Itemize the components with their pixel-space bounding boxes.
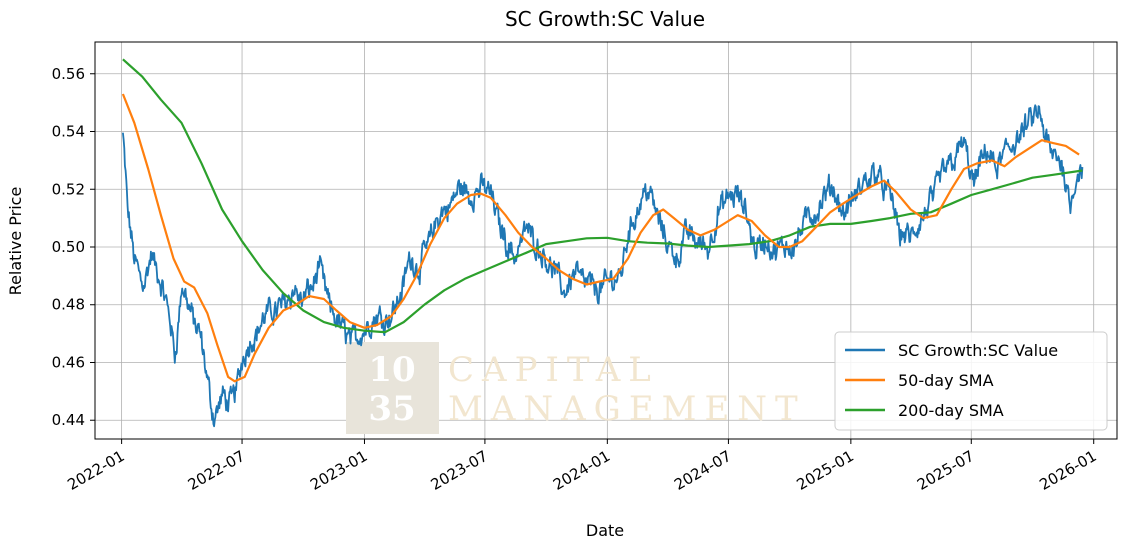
y-axis: 0.44 0.46 0.48 0.50 0.52 0.54 0.56 [52, 65, 95, 429]
chart-title: SC Growth:SC Value [505, 7, 705, 31]
series-line-50-day-sma [121, 93, 1080, 383]
series-layer [121, 58, 1084, 428]
y-tick-label: 0.56 [52, 65, 85, 83]
legend: SC Growth:SC Value 50-day SMA 200-day SM… [834, 331, 1108, 431]
y-tick-label: 0.46 [52, 353, 85, 371]
y-tick-label: 0.50 [52, 238, 85, 256]
legend-label-200-day-sma: 200-day SMA [898, 401, 1004, 420]
y-tick-label: 0.48 [52, 296, 85, 314]
watermark-line1: CAPITAL [448, 350, 659, 390]
legend-label-sc-growth: SC Growth:SC Value [898, 341, 1058, 360]
watermark-logo: 10 35 CAPITAL MANAGEMENT [346, 342, 806, 434]
y-axis-label: Relative Price [6, 187, 25, 296]
y-tick-label: 0.52 [52, 180, 85, 198]
legend-box [834, 331, 1108, 431]
legend-label-50-day-sma: 50-day SMA [898, 371, 994, 390]
watermark-number-bottom: 35 [368, 389, 415, 429]
y-tick-label: 0.44 [52, 411, 85, 429]
watermark-number-top: 10 [368, 350, 415, 390]
watermark-line2: MANAGEMENT [448, 389, 806, 429]
x-axis-label: Date [586, 521, 624, 540]
y-tick-label: 0.54 [52, 123, 85, 141]
watermark-box [346, 342, 439, 434]
series-line-200-day-sma [122, 58, 1083, 334]
plot-frame [94, 41, 1118, 440]
